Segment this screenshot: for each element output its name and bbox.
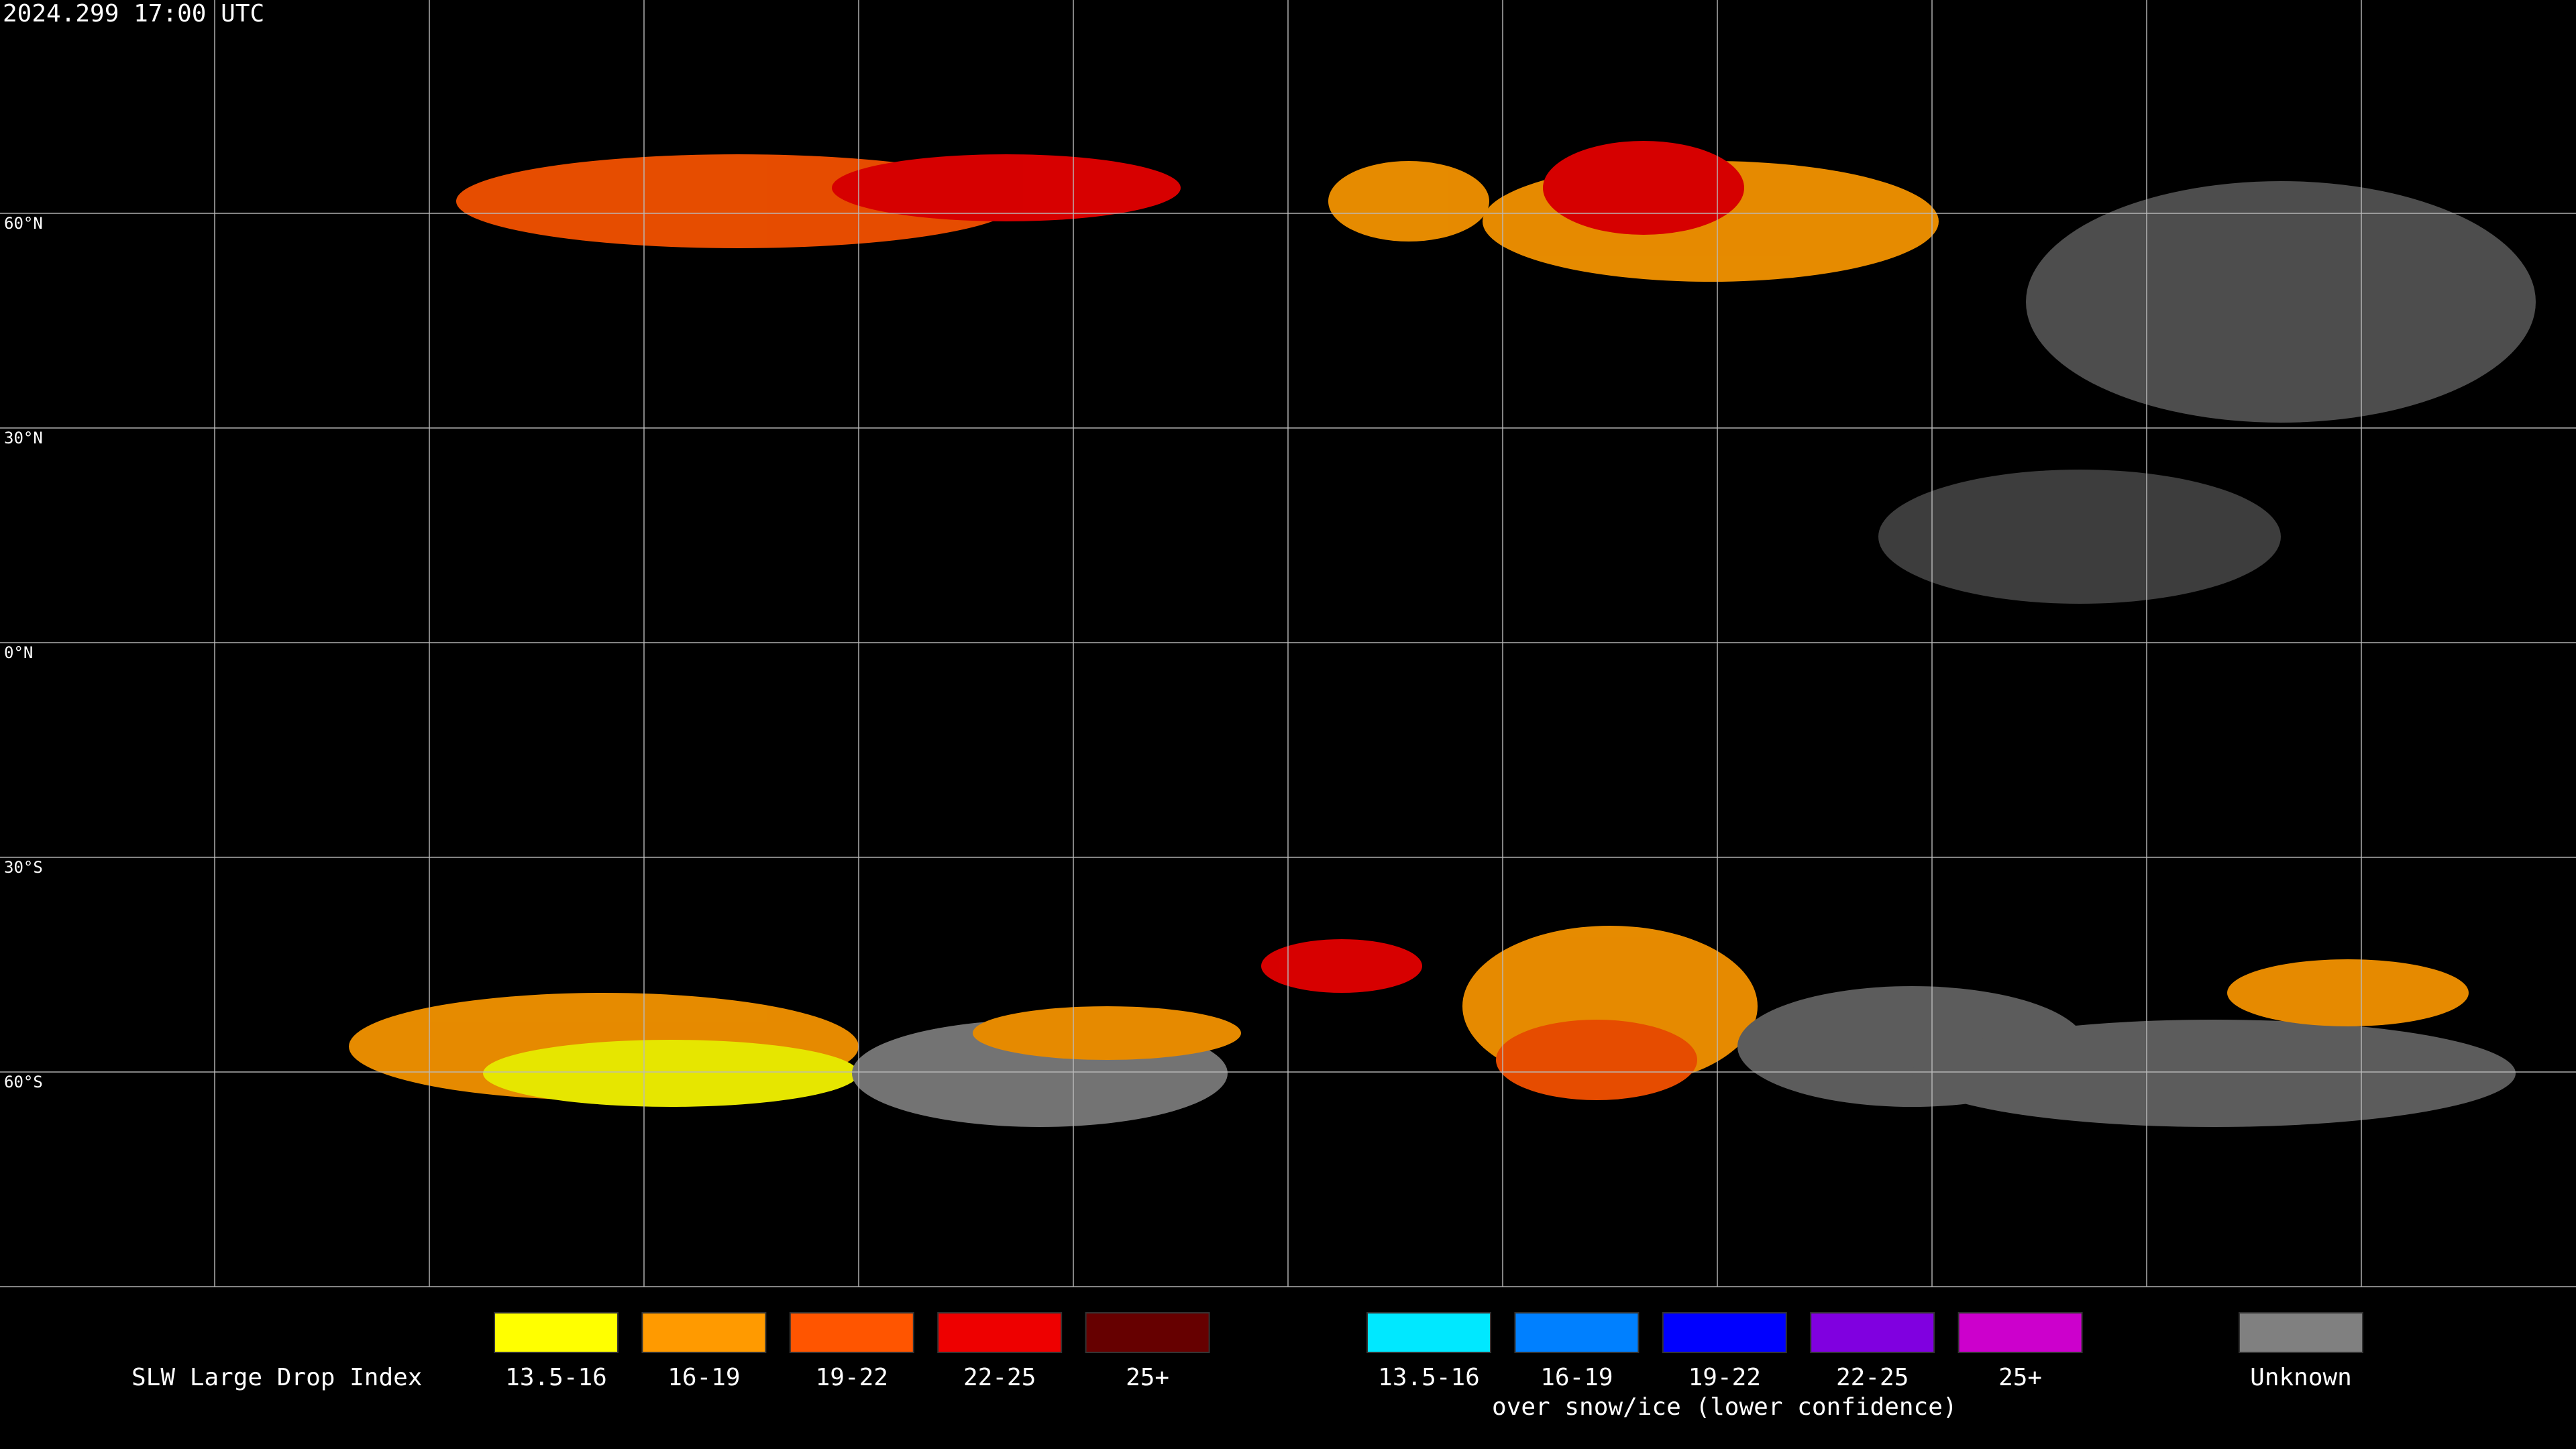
timestamp: 2024.299 17:00 UTC: [3, 0, 264, 28]
legend-label: 13.5-16: [505, 1364, 607, 1391]
legend-swatch: [494, 1312, 619, 1353]
legend-swatch: [1662, 1312, 1787, 1353]
latitude-label: 60°N: [4, 214, 43, 233]
legend-label: 13.5-16: [1378, 1364, 1480, 1391]
legend-swatch: [1810, 1312, 1935, 1353]
legend-swatch: [1514, 1312, 1640, 1353]
legend-swatch: [1957, 1312, 2083, 1353]
latitude-label: 30°S: [4, 858, 43, 877]
patch: [2227, 959, 2469, 1026]
legend-label: 25+: [1126, 1364, 1169, 1391]
patch: [1878, 470, 2281, 604]
legend-label: 16-19: [1540, 1364, 1613, 1391]
patch: [1912, 1020, 2516, 1127]
legend-label: 25+: [1998, 1364, 2042, 1391]
legend-swatch: [1366, 1312, 1491, 1353]
legend-swatch: [789, 1312, 914, 1353]
latitude-label: 30°N: [4, 429, 43, 447]
latitude-label: 0°N: [4, 643, 33, 662]
patch: [832, 154, 1181, 221]
legend-label: Unknown: [2250, 1364, 2352, 1391]
cloud-patches: [349, 141, 2536, 1127]
patch: [1261, 939, 1422, 993]
legend-label: 19-22: [816, 1364, 888, 1391]
legend-swatch: [937, 1312, 1063, 1353]
legend-swatch: [641, 1312, 767, 1353]
latitude-label: 60°S: [4, 1073, 43, 1091]
legend-title: SLW Large Drop Index: [131, 1364, 422, 1391]
legend-swatch: [2239, 1312, 2363, 1353]
patch: [1543, 141, 1744, 235]
patch: [2026, 181, 2536, 423]
legend-caption: over snow/ice (lower confidence): [1492, 1393, 1957, 1421]
legend-label: 22-25: [1836, 1364, 1909, 1391]
patch: [973, 1006, 1241, 1060]
patch: [483, 1040, 859, 1107]
legend-label: 19-22: [1688, 1364, 1761, 1391]
legend-label: 16-19: [667, 1364, 740, 1391]
patch: [1328, 161, 1489, 241]
legend-swatch: [1085, 1312, 1210, 1353]
patch: [1496, 1020, 1697, 1100]
legend-label: 22-25: [963, 1364, 1036, 1391]
